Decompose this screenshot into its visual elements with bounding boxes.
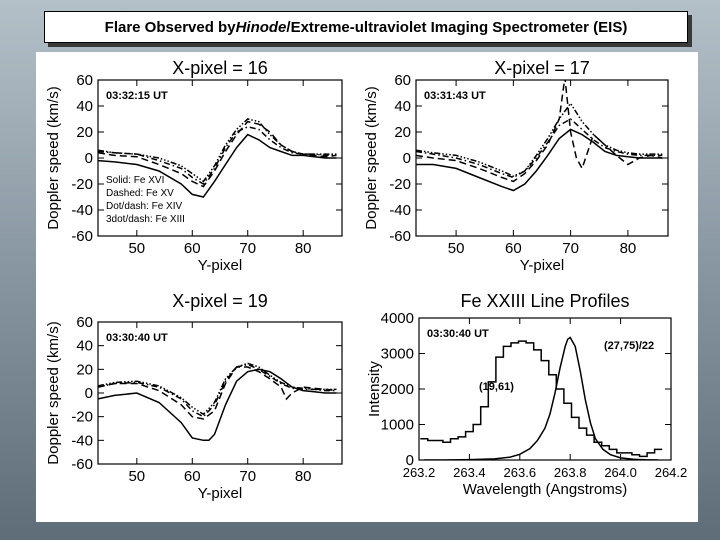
y-tick-label: 20 [394,124,411,141]
x-tick-label: 70 [239,240,256,257]
y-axis-label: Doppler speed (km/s) [363,86,380,229]
series-line-step [420,340,663,458]
y-tick-label: 0 [85,150,93,167]
series-line-dotdash [98,363,337,418]
x-tick-label: 263.4 [453,465,486,480]
chart-title: Fe XXIII Line Profiles [460,291,629,311]
series-line-3dotdash [98,118,337,183]
x-tick-label: 80 [295,240,312,257]
series-line-dashed [98,366,337,420]
y-tick-label: 40 [76,98,93,115]
chart-title: X-pixel = 16 [172,58,268,78]
slide-title-prefix: Flare Observed by [104,18,236,36]
x-tick-label: 263.6 [504,465,537,480]
legend-entry: Dot/dash: Fe XIV [106,201,182,212]
chart-title: X-pixel = 19 [172,291,268,311]
y-tick-label: -40 [71,432,93,449]
y-axis-label: Doppler speed (km/s) [45,86,62,229]
x-axis-label: Wavelength (Angstroms) [463,481,628,498]
legend-entry: Dashed: Fe XV [106,188,174,199]
y-tick-label: 2000 [381,381,414,398]
y-axis-label: Intensity [366,361,383,417]
x-tick-label: 50 [128,468,145,485]
legend-entry: Solid: Fe XVI [106,175,164,186]
x-tick-label: 50 [448,240,465,257]
x-tick-label: 60 [184,240,201,257]
series-line-3dotdash [416,102,663,178]
series-line-solid [424,336,659,460]
plot-frame [97,79,343,237]
timestamp-label: 03:30:40 UT [106,332,168,344]
y-tick-label: 60 [394,72,411,89]
x-tick-label: 50 [128,240,145,257]
series-annotation: (19,61) [479,381,514,393]
y-tick-label: -20 [71,409,93,426]
x-axis-label: Y-pixel [520,257,564,274]
x-tick-label: 263.2 [403,465,436,480]
y-tick-label: 0 [406,452,414,469]
y-tick-label: 20 [76,124,93,141]
figure-panel: X-pixel = 16 03:32:15 UT 60 40 20 0 -20 -40 -60 5… [36,52,698,522]
x-axis-label: Y-pixel [198,257,242,274]
y-tick-label: -40 [71,202,93,219]
figure-svg: X-pixel = 16 03:32:15 UT 60 40 20 0 -20 -40 -60 5… [45,58,687,502]
series-line-solid [98,133,337,198]
x-axis-label: Y-pixel [198,485,242,502]
y-tick-label: 4000 [381,310,414,327]
series-line-dotdash [416,118,663,179]
x-tick-label: 264.2 [655,465,688,480]
series-line-dashed [98,120,337,188]
y-tick-label: 20 [76,361,93,378]
plot-frame [415,79,669,237]
timestamp-label: 03:30:40 UT [427,328,489,340]
series-annotation: (27,75)/22 [604,340,654,352]
x-tick-label: 264.0 [604,465,637,480]
x-tick-label: 60 [505,240,522,257]
y-axis-label: Doppler speed (km/s) [45,321,62,464]
y-tick-label: 40 [76,338,93,355]
legend-entry: 3dot/dash: Fe XIII [106,214,185,225]
x-tick-label: 80 [620,240,637,257]
y-tick-label: -60 [71,456,93,473]
chart-4: Fe XXIII Line Profiles 03:30:40 UT 0 1000 20… [366,291,687,498]
y-tick-label: 60 [76,314,93,331]
y-tick-label: 40 [394,98,411,115]
series-line-solid [416,128,663,192]
x-tick-label: 60 [184,468,201,485]
chart-2: X-pixel = 17 03:31:43 UT 60 40 20 0 -20 -40 -60 5… [363,58,669,274]
y-tick-label: 0 [85,385,93,402]
chart-3: X-pixel = 19 03:30:40 UT 60 40 20 0 -20 -40 -60 5… [45,291,343,502]
chart-title: X-pixel = 17 [494,58,590,78]
y-tick-label: 60 [76,72,93,89]
y-tick-label: 3000 [381,346,414,363]
y-tick-label: -20 [71,176,93,193]
x-tick-label: 70 [239,468,256,485]
x-tick-label: 263.8 [554,465,587,480]
y-tick-label: -40 [389,202,411,219]
y-tick-label: -20 [389,176,411,193]
slide-title: Flare Observed by Hinode/Extreme-ultravi… [44,11,688,43]
slide-title-italic: Hinode [235,18,287,36]
timestamp-label: 03:31:43 UT [424,90,486,102]
timestamp-label: 03:32:15 UT [106,90,168,102]
chart-1: X-pixel = 16 03:32:15 UT 60 40 20 0 -20 -40 -60 5… [45,58,343,274]
y-tick-label: 0 [403,150,411,167]
slide-title-suffix: /Extreme-ultraviolet Imaging Spectromete… [286,18,628,36]
series-line-dashed [416,80,663,183]
y-tick-label: -60 [71,228,93,245]
y-tick-label: 1000 [381,417,414,434]
y-tick-label: -60 [389,228,411,245]
x-tick-label: 80 [295,468,312,485]
series-line-solid [98,368,337,442]
x-tick-label: 70 [562,240,579,257]
